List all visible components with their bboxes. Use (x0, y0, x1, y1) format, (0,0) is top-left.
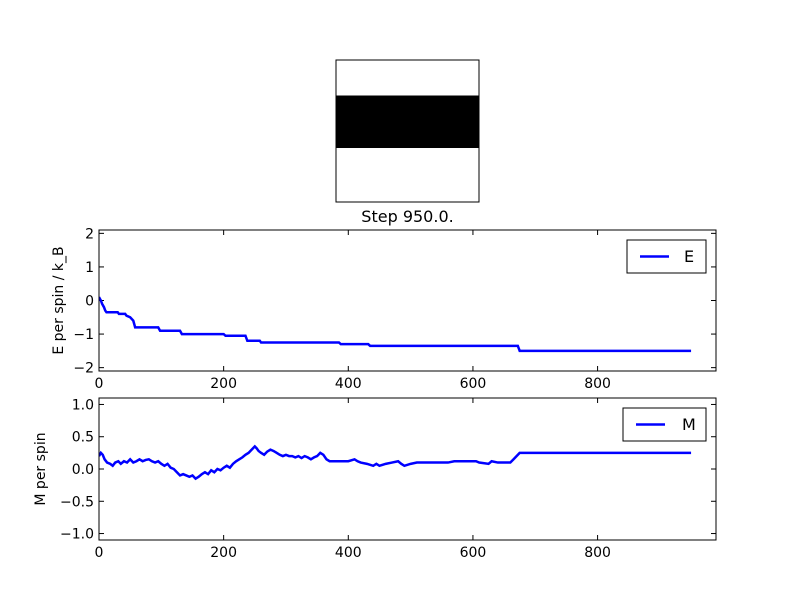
energy-ytick-label: 1 (85, 260, 94, 276)
energy-panel: 0 200 400 600 800 −2 −1 0 1 2 E per spin / k_B E (51, 226, 717, 392)
magnetization-xtick-label: 200 (210, 545, 237, 561)
magnetization-xtick-label: 0 (95, 545, 104, 561)
energy-legend-label: E (684, 247, 694, 266)
lattice-title: Step 950.0. (361, 207, 453, 226)
energy-xtick-label: 200 (210, 376, 237, 392)
magnetization-series-line (99, 444, 692, 481)
magnetization-plot-frame (98, 397, 717, 541)
magnetization-xtick-label: 600 (460, 545, 487, 561)
energy-ytick-label: 2 (85, 226, 94, 242)
magnetization-ytick-label: 1.0 (72, 397, 94, 413)
magnetization-ylabel: M per spin (33, 432, 49, 505)
lattice-cell (336, 148, 479, 202)
energy-series-line (99, 296, 692, 353)
energy-legend: E (626, 239, 707, 274)
magnetization-legend: M (622, 407, 707, 442)
magnetization-ytick-label: 0.0 (72, 462, 94, 478)
magnetization-ytick-label: −0.5 (60, 494, 94, 510)
lattice-cell (336, 60, 479, 96)
magnetization-axis-ticks: 0 200 400 600 800 −1.0 −0.5 0.0 0.5 1.0 (60, 397, 716, 561)
energy-ylabel: E per spin / k_B (51, 246, 67, 354)
magnetization-xtick-label: 400 (335, 545, 362, 561)
energy-plot-frame (98, 229, 717, 372)
energy-xtick-label: 600 (460, 376, 487, 392)
energy-xtick-label: 0 (95, 376, 104, 392)
energy-ytick-label: −1 (73, 327, 94, 343)
magnetization-ytick-label: 0.5 (72, 430, 94, 446)
magnetization-ytick-label: −1.0 (60, 527, 94, 543)
lattice-frame (335, 59, 480, 203)
energy-xtick-label: 400 (335, 376, 362, 392)
magnetization-panel: 0 200 400 600 800 −1.0 −0.5 0.0 0.5 1.0 M per spi… (33, 397, 717, 561)
magnetization-legend-label: M (682, 415, 696, 434)
magnetization-xtick-label: 800 (584, 545, 611, 561)
energy-ytick-label: 0 (85, 294, 94, 310)
lattice-panel: Step 950.0. (335, 59, 480, 226)
energy-ytick-label: −2 (73, 361, 94, 377)
energy-axis-ticks: 0 200 400 600 800 −2 −1 0 1 2 (73, 226, 716, 392)
energy-xtick-label: 800 (584, 376, 611, 392)
lattice-cells (336, 60, 479, 202)
lattice-cell (336, 95, 479, 149)
